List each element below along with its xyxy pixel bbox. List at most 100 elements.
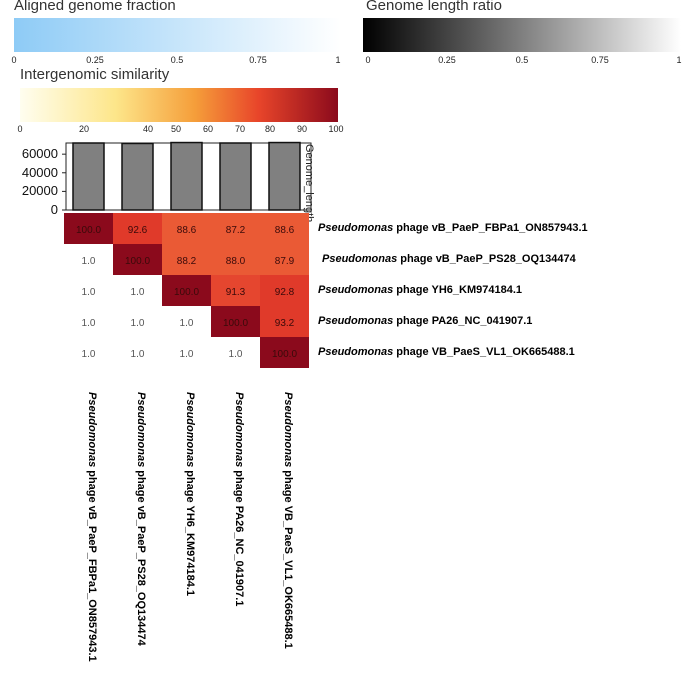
heatmap-cell	[211, 244, 260, 275]
genome-length-tick-label: 20000	[21, 183, 58, 199]
genome-length-bar	[121, 142, 154, 211]
length-ratio-legend-tick: 0	[365, 55, 371, 65]
heatmap-cell	[260, 213, 309, 244]
heatmap-cell-label: 100.0	[223, 318, 248, 329]
heatmap-cell	[64, 213, 113, 244]
length-ratio-legend-gradient	[363, 18, 681, 52]
similarity-legend-tick: 60	[202, 124, 214, 134]
heatmap-cell	[260, 337, 309, 368]
row-label: Pseudomonas phage vB_PaeP_FBPa1_ON857943…	[318, 222, 588, 234]
heatmap-cell-label: 87.9	[275, 256, 295, 267]
column-label-name: phage PA26_NC_041907.1	[233, 467, 245, 607]
column-label-genus: Pseudomonas	[282, 392, 294, 468]
column-label: Pseudomonas phage PA26_NC_041907.1	[233, 392, 245, 606]
heatmap-cell-label: 100.0	[174, 287, 199, 298]
similarity-legend-tick: 80	[264, 124, 276, 134]
similarity-legend-gradient	[20, 88, 338, 122]
similarity-legend-title: Intergenomic similarity	[20, 66, 170, 83]
similarity-legend-tick: 0	[17, 124, 23, 134]
row-label-name: phage YH6_KM974184.1	[393, 284, 522, 296]
aligned-legend-tick: 0.75	[249, 55, 267, 65]
column-label: Pseudomonas phage VB_PaeS_VL1_OK665488.1	[282, 392, 294, 649]
genome-length-tick-label: 0	[50, 202, 58, 217]
heatmap-cell	[113, 275, 162, 306]
column-label-name: phage vB_PaeP_PS28_OQ134474	[135, 467, 147, 646]
row-label: Pseudomonas phage PA26_NC_041907.1	[318, 315, 532, 327]
heatmap-cell	[211, 337, 260, 368]
aligned-legend-tick: 0.25	[86, 55, 104, 65]
aligned-legend-tick: 0.5	[170, 55, 184, 65]
length-ratio-legend-title: Genome length ratio	[366, 0, 502, 14]
heatmap-cell	[64, 306, 113, 337]
similarity-legend-tick: 70	[234, 124, 246, 134]
column-label-genus: Pseudomonas	[184, 392, 196, 468]
heatmap-cell	[162, 213, 211, 244]
heatmap-cell	[162, 244, 211, 275]
row-label: Pseudomonas phage VB_PaeS_VL1_OK665488.1	[318, 346, 575, 358]
heatmap-cell	[162, 275, 211, 306]
heatmap-cell-label: 1.0	[82, 287, 96, 298]
column-label: Pseudomonas phage YH6_KM974184.1	[184, 392, 196, 596]
heatmap-cell-label: 91.3	[226, 287, 246, 298]
heatmap-cell-label: 1.0	[180, 349, 194, 360]
heatmap-cell	[260, 275, 309, 306]
heatmap-cell	[260, 244, 309, 275]
row-label: Pseudomonas phage YH6_KM974184.1	[318, 284, 522, 296]
column-label-name: phage vB_PaeP_FBPa1_ON857943.1	[86, 467, 98, 662]
heatmap-cell-label: 1.0	[229, 349, 243, 360]
heatmap-cell	[211, 306, 260, 337]
similarity-legend-tick: 90	[296, 124, 308, 134]
genome-length-bar	[72, 142, 105, 211]
column-label-name: phage VB_PaeS_VL1_OK665488.1	[282, 467, 294, 649]
row-label-name: phage VB_PaeS_VL1_OK665488.1	[393, 346, 575, 358]
heatmap-cell	[113, 244, 162, 275]
row-label-name: phage PA26_NC_041907.1	[393, 315, 533, 327]
row-label-genus: Pseudomonas	[318, 222, 394, 234]
row-label-genus: Pseudomonas	[318, 315, 394, 327]
similarity-legend-tick: 100	[328, 124, 344, 134]
column-label-name: phage YH6_KM974184.1	[184, 467, 196, 596]
row-label-genus: Pseudomonas	[318, 346, 394, 358]
heatmap-cell	[260, 306, 309, 337]
aligned-legend-title: Aligned genome fraction	[14, 0, 176, 14]
row-label: Pseudomonas phage vB_PaeP_PS28_OQ134474	[322, 253, 576, 265]
heatmap-cell	[113, 306, 162, 337]
length-ratio-legend-tick: 1	[676, 55, 682, 65]
heatmap-cell-label: 1.0	[131, 287, 145, 298]
heatmap-cell	[64, 337, 113, 368]
heatmap-cell-label: 88.0	[226, 256, 246, 267]
length-ratio-legend-tick: 0.5	[515, 55, 529, 65]
heatmap-cell	[162, 306, 211, 337]
heatmap-cell	[64, 244, 113, 275]
column-label-genus: Pseudomonas	[86, 392, 98, 468]
similarity-legend-tick: 40	[142, 124, 154, 134]
length-ratio-legend-tick: 0.25	[438, 55, 456, 65]
genome-length-tick-label: 60000	[21, 146, 58, 162]
genome-length-bar	[170, 141, 203, 211]
column-label-genus: Pseudomonas	[233, 392, 245, 468]
heatmap-cell-label: 100.0	[272, 349, 297, 360]
heatmap-cell	[64, 275, 113, 306]
heatmap-cell-label: 92.6	[128, 225, 148, 236]
genome-length-tick-label: 40000	[21, 164, 58, 180]
heatmap-cell-label: 100.0	[76, 225, 101, 236]
column-label-genus: Pseudomonas	[135, 392, 147, 468]
heatmap-cell	[113, 337, 162, 368]
heatmap-cell	[211, 213, 260, 244]
heatmap-cell-label: 93.2	[275, 318, 295, 329]
row-label-name: phage vB_PaeP_FBPa1_ON857943.1	[393, 222, 588, 234]
heatmap-cell-label: 1.0	[131, 318, 145, 329]
heatmap-cell-label: 88.6	[177, 225, 197, 236]
heatmap-cell-label: 87.2	[226, 225, 246, 236]
heatmap-cell-label: 1.0	[82, 256, 96, 267]
row-label-genus: Pseudomonas	[322, 253, 398, 265]
aligned-legend-tick: 0	[11, 55, 17, 65]
aligned-legend-gradient	[14, 18, 340, 52]
heatmap-cell-label: 88.6	[275, 225, 295, 236]
similarity-legend-tick: 20	[78, 124, 90, 134]
column-label: Pseudomonas phage vB_PaeP_PS28_OQ134474	[135, 392, 147, 646]
heatmap-cell-label: 1.0	[131, 349, 145, 360]
heatmap-cell-label: 100.0	[125, 256, 150, 267]
column-label: Pseudomonas phage vB_PaeP_FBPa1_ON857943…	[86, 392, 98, 662]
